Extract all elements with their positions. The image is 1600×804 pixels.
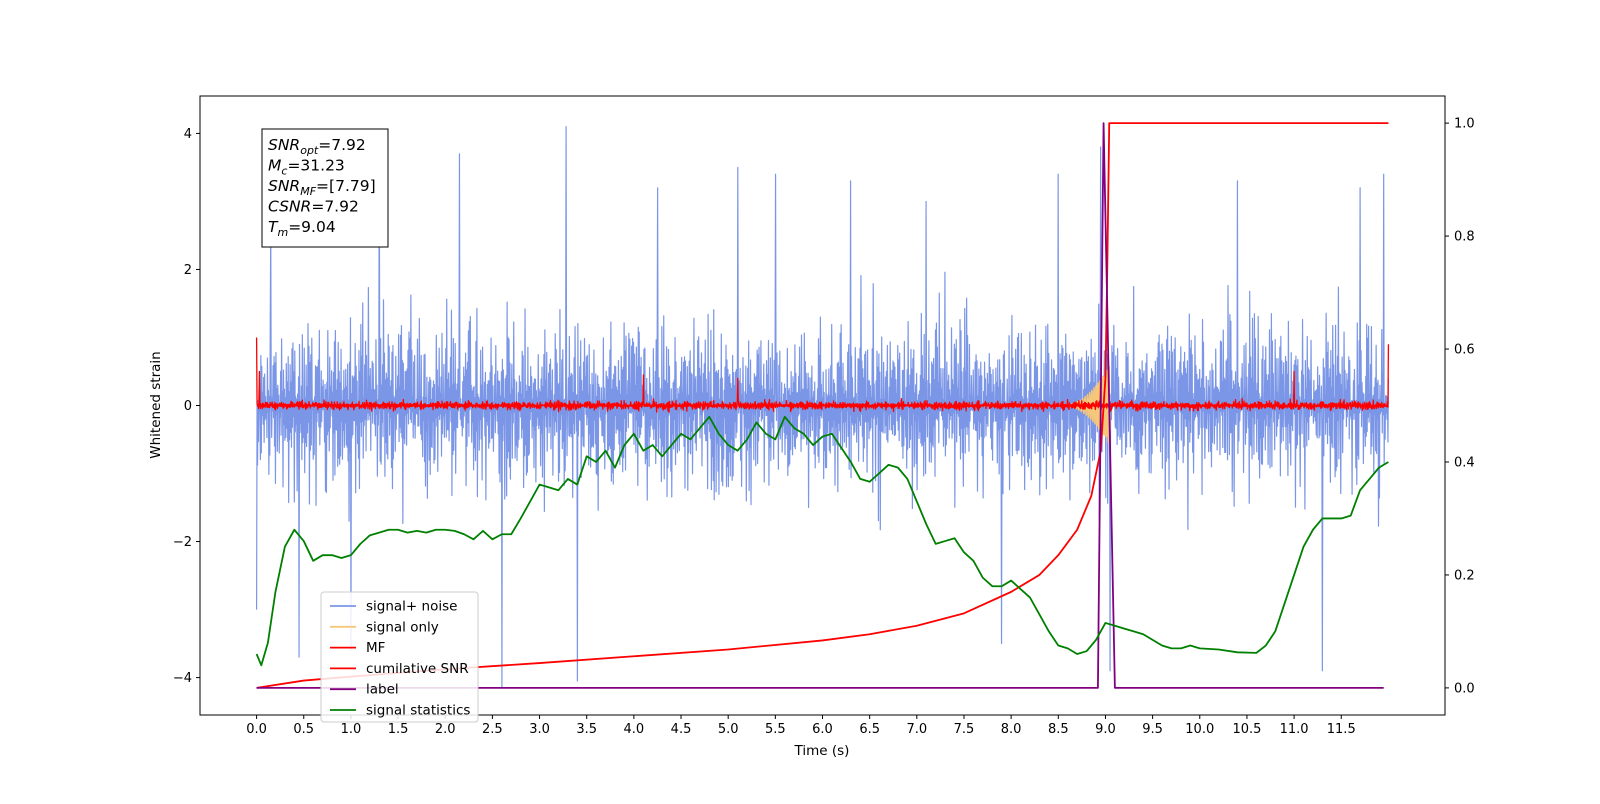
x-tick-label: 4.5 bbox=[671, 722, 692, 737]
x-tick-label: 1.5 bbox=[388, 722, 409, 737]
x-tick-label: 5.5 bbox=[765, 722, 786, 737]
annotation-line: Mc=31.23 bbox=[268, 157, 345, 178]
x-axis-label: Time (s) bbox=[794, 743, 850, 759]
legend-label: signal only bbox=[366, 619, 439, 635]
y-axis-right: 0.0 0.2 0.4 0.6 0.8 1.0 bbox=[1445, 117, 1475, 696]
x-tick-label: 8.5 bbox=[1048, 722, 1069, 737]
x-tick-label: 10.5 bbox=[1232, 722, 1261, 737]
x-tick-label: 7.5 bbox=[954, 722, 975, 737]
x-tick-label: 6.5 bbox=[859, 722, 880, 737]
y-tick-label-right: 0.6 bbox=[1454, 343, 1475, 358]
y-tick-label-left: 4 bbox=[184, 127, 192, 142]
legend-item: signal only bbox=[330, 619, 439, 635]
series-cumilative-snr bbox=[256, 122, 1389, 689]
y-axis-label: Whitened strain bbox=[148, 351, 164, 458]
series-signal-statistics bbox=[255, 415, 1389, 667]
x-tick-label: 11.5 bbox=[1327, 722, 1356, 737]
y-tick-label-right: 0.4 bbox=[1454, 455, 1475, 470]
legend-label: signal+ noise bbox=[366, 599, 457, 615]
x-tick-label: 0.0 bbox=[246, 722, 267, 737]
x-tick-label: 7.0 bbox=[906, 722, 927, 737]
x-tick-label: 2.0 bbox=[435, 722, 456, 737]
x-tick-label: 6.0 bbox=[812, 722, 833, 737]
y-tick-label-left: 2 bbox=[184, 263, 192, 278]
x-tick-label: 5.0 bbox=[718, 722, 739, 737]
x-axis: 0.0 0.5 1.0 1.5 2.0 2.5 3.0 3.5 4.0 4.5 5.0 5.5 6.0 6… bbox=[246, 715, 1356, 737]
annotation-line: Tm=9.04 bbox=[268, 218, 336, 239]
legend-label: MF bbox=[366, 640, 385, 656]
y-tick-label-left: −4 bbox=[173, 671, 192, 686]
y-tick-label-right: 0.0 bbox=[1454, 681, 1475, 696]
y-axis-left: −4 −2 0 2 4 bbox=[173, 127, 200, 686]
annotation-line: SNRopt=7.92 bbox=[268, 136, 366, 157]
x-tick-label: 3.5 bbox=[576, 722, 597, 737]
x-tick-label: 1.0 bbox=[341, 722, 362, 737]
x-tick-label: 2.5 bbox=[482, 722, 503, 737]
legend-item: label bbox=[330, 682, 399, 698]
legend-label: label bbox=[366, 682, 399, 698]
y-tick-label-left: 0 bbox=[184, 399, 192, 414]
legend-label: cumilative SNR bbox=[366, 661, 469, 677]
annotation-box: SNRopt=7.92Mc=31.23SNRMF=[7.79]CSNR=7.92… bbox=[261, 128, 389, 248]
legend-item: cumilative SNR bbox=[330, 661, 469, 677]
y-tick-label-left: −2 bbox=[173, 535, 192, 550]
x-tick-label: 8.0 bbox=[1001, 722, 1022, 737]
x-tick-label: 10.0 bbox=[1185, 722, 1214, 737]
y-tick-label-right: 0.2 bbox=[1454, 568, 1475, 583]
x-tick-label: 9.5 bbox=[1142, 722, 1163, 737]
legend: signal+ noise signal only MF cumilative SNR… bbox=[320, 591, 479, 723]
annotation-line: CSNR=7.92 bbox=[268, 198, 359, 216]
y-tick-label-right: 1.0 bbox=[1454, 117, 1475, 132]
annotation-frame bbox=[261, 128, 389, 248]
series-mf bbox=[255, 337, 1390, 413]
x-tick-label: 0.5 bbox=[293, 722, 314, 737]
x-tick-label: 9.0 bbox=[1095, 722, 1116, 737]
legend-label: signal statistics bbox=[366, 703, 470, 719]
annotation-line: SNRMF=[7.79] bbox=[268, 177, 376, 198]
x-tick-label: 4.0 bbox=[624, 722, 645, 737]
x-tick-label: 11.0 bbox=[1280, 722, 1309, 737]
series-layer bbox=[255, 122, 1390, 689]
legend-item: signal statistics bbox=[330, 703, 470, 719]
legend-item: signal+ noise bbox=[330, 599, 457, 615]
y-tick-label-right: 0.8 bbox=[1454, 230, 1475, 245]
legend-item: MF bbox=[330, 640, 385, 656]
series-label bbox=[256, 122, 1384, 689]
legend-frame bbox=[320, 591, 479, 723]
x-tick-label: 3.0 bbox=[529, 722, 550, 737]
